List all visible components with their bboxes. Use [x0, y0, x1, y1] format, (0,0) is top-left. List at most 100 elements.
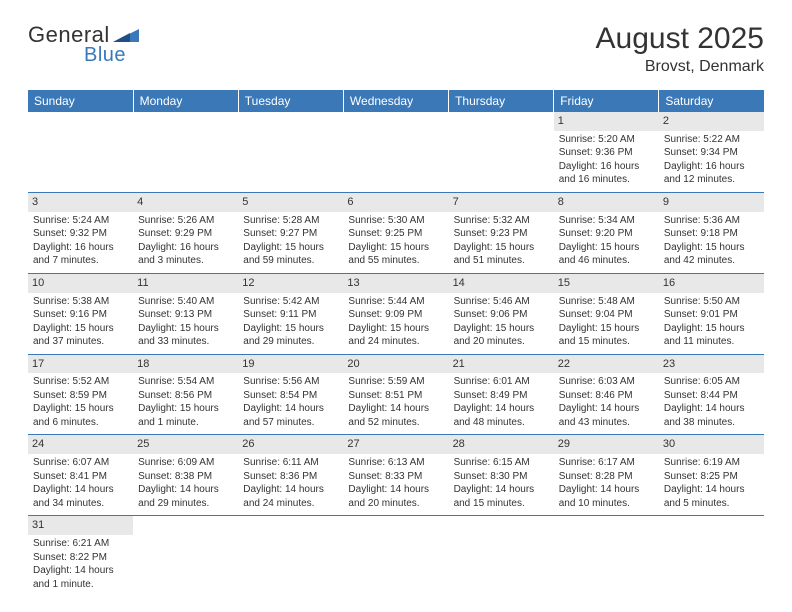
daylight-text: Daylight: 14 hours — [664, 483, 759, 497]
sunrise-text: Sunrise: 6:01 AM — [454, 375, 549, 389]
empty-cell — [343, 112, 448, 192]
day-number: 1 — [554, 112, 659, 131]
daylight-text: and 46 minutes. — [559, 254, 654, 268]
daylight-text: and 52 minutes. — [348, 416, 443, 430]
daylight-text: Daylight: 16 hours — [559, 160, 654, 174]
day-cell: 3Sunrise: 5:24 AMSunset: 9:32 PMDaylight… — [28, 192, 133, 273]
weekday-header: Sunday — [28, 90, 133, 112]
daylight-text: and 55 minutes. — [348, 254, 443, 268]
daylight-text: Daylight: 15 hours — [559, 241, 654, 255]
day-cell: 6Sunrise: 5:30 AMSunset: 9:25 PMDaylight… — [343, 192, 448, 273]
sunrise-text: Sunrise: 5:36 AM — [664, 214, 759, 228]
sunset-text: Sunset: 9:06 PM — [454, 308, 549, 322]
weekday-header: Saturday — [659, 90, 764, 112]
day-cell: 15Sunrise: 5:48 AMSunset: 9:04 PMDayligh… — [554, 273, 659, 354]
sunset-text: Sunset: 8:44 PM — [664, 389, 759, 403]
day-number: 18 — [133, 355, 238, 374]
daylight-text: Daylight: 14 hours — [664, 402, 759, 416]
sunrise-text: Sunrise: 5:54 AM — [138, 375, 233, 389]
calendar-row: 31Sunrise: 6:21 AMSunset: 8:22 PMDayligh… — [28, 516, 764, 596]
daylight-text: Daylight: 14 hours — [243, 402, 338, 416]
daylight-text: Daylight: 14 hours — [348, 402, 443, 416]
day-cell: 5Sunrise: 5:28 AMSunset: 9:27 PMDaylight… — [238, 192, 343, 273]
sunrise-text: Sunrise: 6:13 AM — [348, 456, 443, 470]
calendar-row: 24Sunrise: 6:07 AMSunset: 8:41 PMDayligh… — [28, 435, 764, 516]
day-cell: 7Sunrise: 5:32 AMSunset: 9:23 PMDaylight… — [449, 192, 554, 273]
daylight-text: and 20 minutes. — [454, 335, 549, 349]
calendar-body: 1Sunrise: 5:20 AMSunset: 9:36 PMDaylight… — [28, 112, 764, 596]
day-cell: 27Sunrise: 6:13 AMSunset: 8:33 PMDayligh… — [343, 435, 448, 516]
daylight-text: and 3 minutes. — [138, 254, 233, 268]
title-block: August 2025 Brovst, Denmark — [596, 22, 764, 76]
day-cell: 4Sunrise: 5:26 AMSunset: 9:29 PMDaylight… — [133, 192, 238, 273]
sunrise-text: Sunrise: 5:40 AM — [138, 295, 233, 309]
empty-cell — [28, 112, 133, 192]
daylight-text: Daylight: 16 hours — [33, 241, 128, 255]
day-cell: 26Sunrise: 6:11 AMSunset: 8:36 PMDayligh… — [238, 435, 343, 516]
empty-cell — [238, 112, 343, 192]
empty-cell — [133, 112, 238, 192]
page-subtitle: Brovst, Denmark — [596, 58, 764, 76]
daylight-text: Daylight: 15 hours — [664, 322, 759, 336]
daylight-text: and 38 minutes. — [664, 416, 759, 430]
sunrise-text: Sunrise: 5:42 AM — [243, 295, 338, 309]
empty-cell — [238, 516, 343, 596]
logo: GeneralBlue — [28, 22, 139, 67]
day-number: 16 — [659, 274, 764, 293]
daylight-text: Daylight: 14 hours — [559, 402, 654, 416]
daylight-text: Daylight: 14 hours — [33, 564, 128, 578]
daylight-text: and 57 minutes. — [243, 416, 338, 430]
sunrise-text: Sunrise: 6:17 AM — [559, 456, 654, 470]
sunrise-text: Sunrise: 5:46 AM — [454, 295, 549, 309]
daylight-text: and 6 minutes. — [33, 416, 128, 430]
daylight-text: and 43 minutes. — [559, 416, 654, 430]
daylight-text: Daylight: 16 hours — [138, 241, 233, 255]
sunset-text: Sunset: 9:29 PM — [138, 227, 233, 241]
sunrise-text: Sunrise: 5:44 AM — [348, 295, 443, 309]
day-number: 23 — [659, 355, 764, 374]
sunset-text: Sunset: 8:25 PM — [664, 470, 759, 484]
day-number: 27 — [343, 435, 448, 454]
day-cell: 21Sunrise: 6:01 AMSunset: 8:49 PMDayligh… — [449, 354, 554, 435]
sunset-text: Sunset: 8:59 PM — [33, 389, 128, 403]
day-cell: 14Sunrise: 5:46 AMSunset: 9:06 PMDayligh… — [449, 273, 554, 354]
daylight-text: and 37 minutes. — [33, 335, 128, 349]
sunrise-text: Sunrise: 5:34 AM — [559, 214, 654, 228]
daylight-text: and 59 minutes. — [243, 254, 338, 268]
daylight-text: Daylight: 15 hours — [33, 322, 128, 336]
sunset-text: Sunset: 8:56 PM — [138, 389, 233, 403]
day-cell: 18Sunrise: 5:54 AMSunset: 8:56 PMDayligh… — [133, 354, 238, 435]
sunrise-text: Sunrise: 5:48 AM — [559, 295, 654, 309]
day-cell: 1Sunrise: 5:20 AMSunset: 9:36 PMDaylight… — [554, 112, 659, 192]
day-number: 11 — [133, 274, 238, 293]
daylight-text: and 20 minutes. — [348, 497, 443, 511]
sunset-text: Sunset: 9:20 PM — [559, 227, 654, 241]
daylight-text: and 15 minutes. — [559, 335, 654, 349]
day-cell: 2Sunrise: 5:22 AMSunset: 9:34 PMDaylight… — [659, 112, 764, 192]
day-cell: 9Sunrise: 5:36 AMSunset: 9:18 PMDaylight… — [659, 192, 764, 273]
day-number: 30 — [659, 435, 764, 454]
day-cell: 24Sunrise: 6:07 AMSunset: 8:41 PMDayligh… — [28, 435, 133, 516]
sunset-text: Sunset: 8:28 PM — [559, 470, 654, 484]
sunrise-text: Sunrise: 5:52 AM — [33, 375, 128, 389]
day-number: 6 — [343, 193, 448, 212]
daylight-text: and 1 minute. — [138, 416, 233, 430]
empty-cell — [659, 516, 764, 596]
sunset-text: Sunset: 9:25 PM — [348, 227, 443, 241]
sunset-text: Sunset: 8:38 PM — [138, 470, 233, 484]
day-cell: 19Sunrise: 5:56 AMSunset: 8:54 PMDayligh… — [238, 354, 343, 435]
sunset-text: Sunset: 8:46 PM — [559, 389, 654, 403]
day-number: 3 — [28, 193, 133, 212]
day-cell: 31Sunrise: 6:21 AMSunset: 8:22 PMDayligh… — [28, 516, 133, 596]
sunset-text: Sunset: 8:33 PM — [348, 470, 443, 484]
day-cell: 23Sunrise: 6:05 AMSunset: 8:44 PMDayligh… — [659, 354, 764, 435]
day-cell: 13Sunrise: 5:44 AMSunset: 9:09 PMDayligh… — [343, 273, 448, 354]
day-number: 9 — [659, 193, 764, 212]
sunset-text: Sunset: 9:23 PM — [454, 227, 549, 241]
daylight-text: and 10 minutes. — [559, 497, 654, 511]
daylight-text: and 33 minutes. — [138, 335, 233, 349]
daylight-text: Daylight: 14 hours — [138, 483, 233, 497]
day-cell: 11Sunrise: 5:40 AMSunset: 9:13 PMDayligh… — [133, 273, 238, 354]
day-number: 24 — [28, 435, 133, 454]
sunrise-text: Sunrise: 5:20 AM — [559, 133, 654, 147]
